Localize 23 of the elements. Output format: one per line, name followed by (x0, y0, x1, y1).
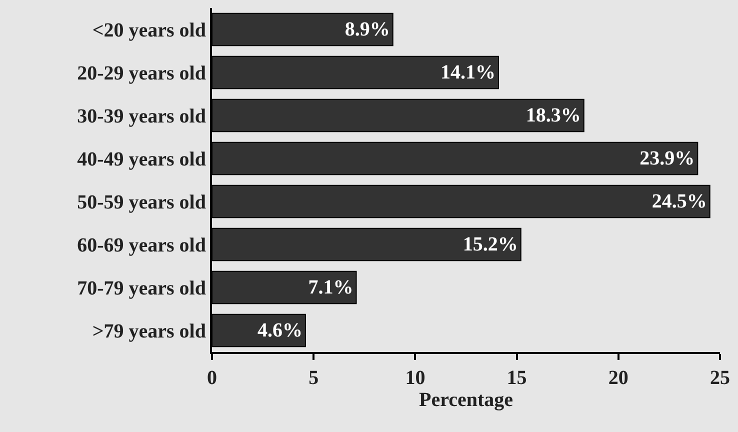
data-label: 18.3% (526, 104, 581, 127)
x-axis-title: Percentage (418, 389, 514, 411)
x-tick-label: 25 (710, 367, 730, 389)
y-tick-label: 60-69 years old (77, 234, 206, 256)
data-label: 14.1% (440, 62, 496, 84)
data-label: 8.9% (344, 18, 390, 41)
x-tick-label: 20 (608, 367, 628, 389)
data-label: 23.9% (640, 148, 695, 170)
x-tick-label: 15 (506, 367, 527, 389)
data-label: 15.2% (462, 234, 518, 256)
y-tick-label: 50-59 years old (77, 192, 206, 214)
y-tick-label: 20-29 years old (77, 62, 206, 84)
data-label: 4.6% (257, 320, 302, 342)
data-label: 7.1% (308, 276, 354, 299)
data-label: 24.5% (652, 190, 707, 213)
x-tick-label: 10 (405, 367, 426, 389)
x-tick-label: 5 (308, 367, 319, 389)
y-tick-label: >79 years old (92, 320, 206, 342)
y-tick-label: 40-49 years old (77, 148, 206, 170)
x-tick-label: 0 (207, 367, 217, 389)
y-tick-label: <20 years old (92, 20, 206, 42)
y-tick-label: 70-79 years old (77, 278, 206, 300)
y-tick-label: 30-39 years old (77, 106, 206, 128)
